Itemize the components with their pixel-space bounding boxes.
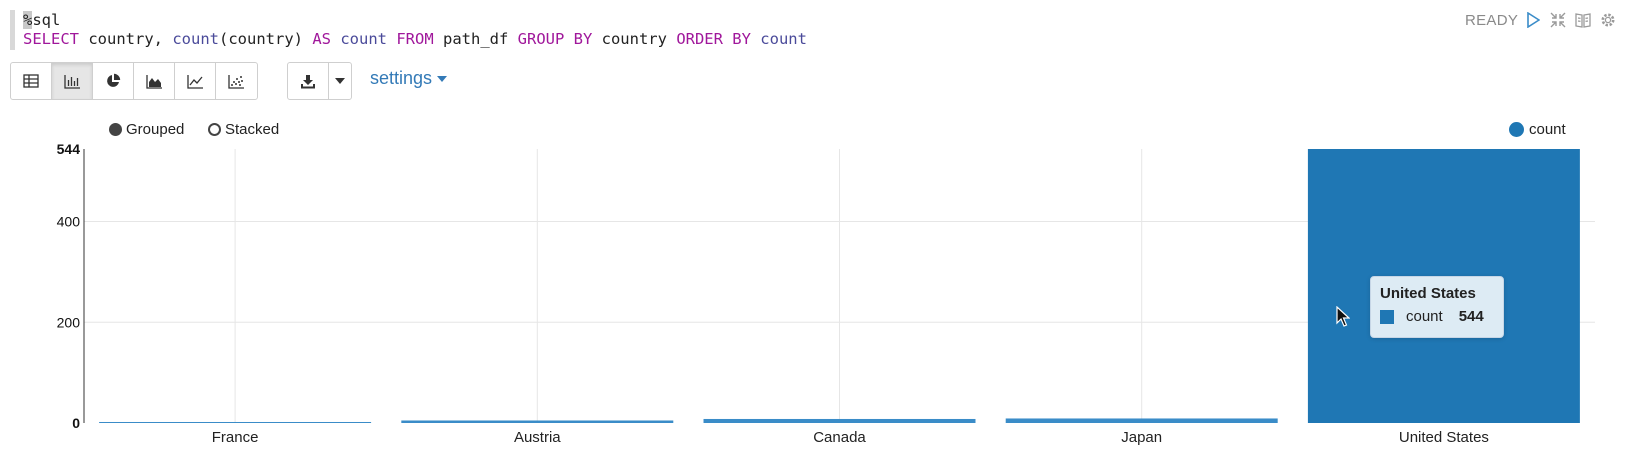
caret-down-icon (335, 78, 345, 84)
tooltip-swatch (1380, 309, 1394, 324)
book-icon[interactable] (1574, 10, 1592, 30)
grouped-label: Grouped (126, 121, 185, 138)
y-tick-label: 0 (72, 415, 80, 431)
gear-icon[interactable] (1599, 10, 1617, 30)
stacked-option[interactable]: Stacked (208, 121, 279, 138)
code-editor[interactable]: %sql SELECT country, count(country) AS c… (10, 10, 915, 50)
radio-filled-icon (109, 123, 122, 136)
sql-text: path_df (433, 30, 518, 48)
grouped-option[interactable]: Grouped (109, 121, 184, 138)
bar-japan[interactable] (1005, 418, 1278, 423)
scatter-chart-icon (228, 74, 244, 89)
x-tick-label: Austria (514, 429, 561, 446)
y-tick-label: 200 (57, 314, 81, 330)
download-button[interactable] (288, 63, 329, 99)
x-tick-label: France (212, 429, 259, 446)
sql-keyword: ORDER BY (676, 30, 751, 48)
x-tick-label: United States (1399, 429, 1489, 446)
paragraph-status: READY (1465, 12, 1519, 29)
sql-alias: count (750, 30, 807, 48)
table-view-button[interactable] (11, 63, 52, 99)
stacked-label: Stacked (225, 121, 280, 138)
run-icon[interactable] (1524, 10, 1542, 30)
sql-text: country, (79, 30, 173, 48)
code-line-2[interactable]: SELECT country, count(country) AS count … (23, 29, 807, 49)
sql-text: (country) (219, 30, 313, 48)
tooltip-series-label: count (1406, 308, 1443, 325)
radio-empty-icon (208, 123, 221, 136)
sql-function: count (172, 30, 219, 48)
x-tick-label: Japan (1121, 429, 1162, 446)
area-chart-button[interactable] (134, 63, 175, 99)
line-chart-icon (186, 74, 203, 89)
table-icon (23, 74, 39, 88)
settings-toggle[interactable]: settings (370, 68, 448, 89)
legend-swatch (1509, 122, 1524, 137)
bar-austria[interactable] (401, 420, 674, 423)
download-dropdown-button[interactable] (329, 63, 351, 99)
bar-chart-button[interactable] (52, 63, 93, 99)
line-chart-button[interactable] (175, 63, 216, 99)
tooltip-title: United States (1380, 285, 1476, 302)
bar-france[interactable] (99, 421, 372, 423)
settings-label: settings (370, 68, 433, 88)
caret-down-icon (437, 75, 448, 82)
code-line-1[interactable]: %sql (23, 10, 60, 30)
chart-tooltip: United States count 544 (1370, 276, 1504, 338)
pie-chart-icon (107, 73, 121, 87)
sql-keyword: GROUP BY (517, 30, 593, 48)
tooltip-value: 544 (1458, 308, 1484, 325)
chart-legend-item[interactable]: count (1509, 121, 1566, 138)
pie-chart-button[interactable] (93, 63, 134, 99)
bar-chart-icon (63, 74, 80, 89)
x-tick-label: Canada (813, 429, 866, 446)
sql-text: country (592, 30, 677, 48)
legend-label: count (1529, 121, 1566, 138)
area-chart-icon (145, 74, 162, 89)
scatter-chart-button[interactable] (216, 63, 257, 99)
collapse-icon[interactable] (1549, 10, 1567, 30)
interpreter-directive: sql (32, 11, 61, 29)
bar-canada[interactable] (703, 418, 976, 423)
download-group (287, 62, 352, 100)
visualization-toolbar (10, 62, 258, 100)
sql-alias: count (331, 30, 397, 48)
sql-keyword: FROM (396, 30, 434, 48)
mouse-pointer-icon (1336, 306, 1350, 327)
y-tick-label: 400 (57, 214, 81, 230)
text-cursor: % (23, 11, 33, 29)
sql-keyword: SELECT (23, 30, 79, 48)
download-icon (301, 74, 315, 88)
sql-keyword: AS (312, 30, 331, 48)
y-tick-label: 544 (57, 141, 81, 157)
